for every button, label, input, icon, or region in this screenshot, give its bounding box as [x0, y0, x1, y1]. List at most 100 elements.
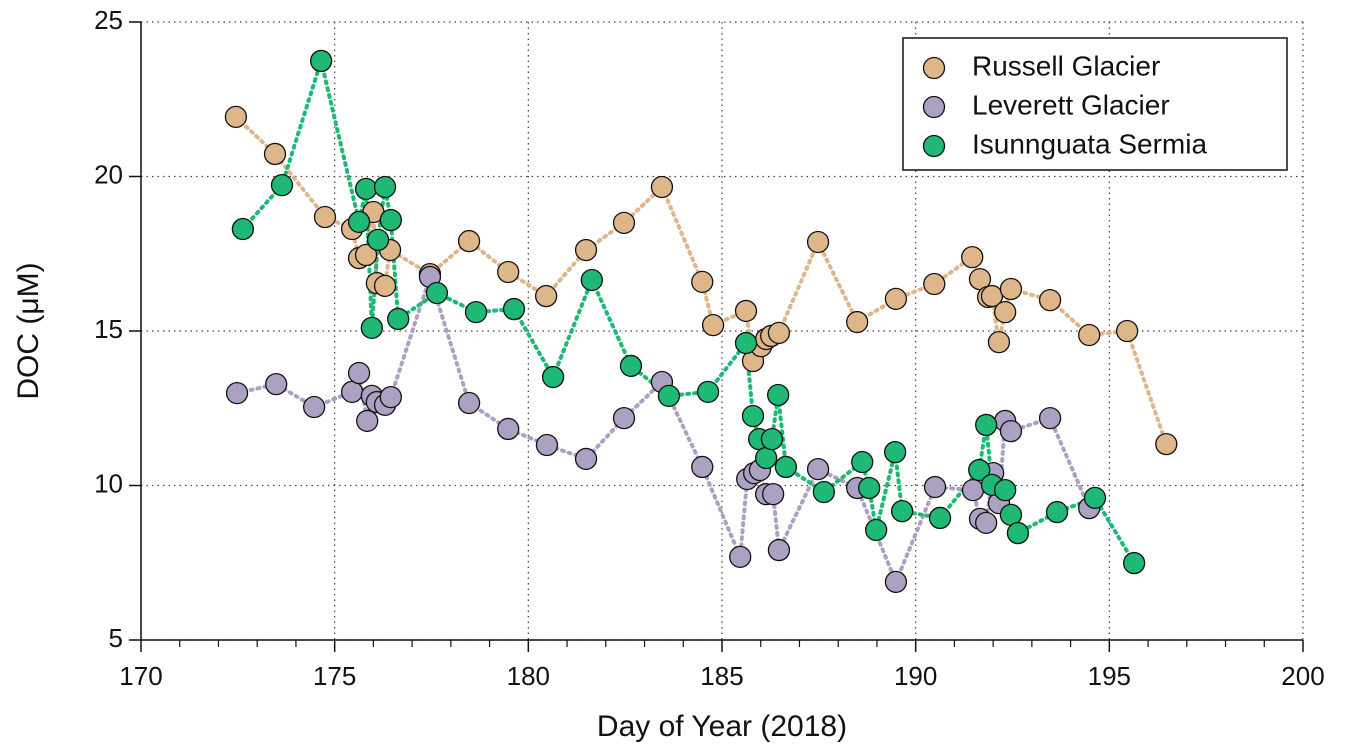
- data-point: [574, 447, 598, 471]
- data-point: [302, 395, 326, 419]
- x-tick-label: 170: [119, 661, 162, 691]
- data-point: [231, 217, 255, 241]
- x-tick-label: 180: [507, 661, 550, 691]
- data-point: [883, 440, 907, 464]
- data-point: [760, 427, 784, 451]
- data-point: [1045, 500, 1069, 524]
- data-point: [354, 243, 378, 267]
- data-point: [379, 208, 402, 232]
- data-point: [851, 450, 874, 474]
- y-axis-label: DOC (μM): [12, 262, 45, 399]
- data-point: [774, 455, 798, 479]
- data-point: [360, 316, 384, 340]
- data-point: [497, 417, 520, 441]
- data-point: [999, 277, 1023, 301]
- data-point: [373, 274, 397, 298]
- data-point: [968, 458, 991, 482]
- data-point: [767, 321, 791, 345]
- data-point: [1006, 521, 1030, 545]
- x-tick-label: 185: [700, 661, 743, 691]
- y-tick-label: 10: [94, 468, 123, 498]
- data-point: [612, 211, 636, 235]
- data-point: [373, 175, 397, 199]
- data-point: [741, 404, 765, 428]
- data-point: [729, 545, 752, 569]
- data-point: [225, 381, 249, 405]
- data-point: [884, 570, 908, 594]
- data-point: [497, 260, 520, 284]
- data-point: [691, 270, 714, 294]
- data-point: [890, 499, 914, 523]
- data-point: [619, 354, 643, 378]
- data-point: [265, 372, 288, 396]
- data-point: [734, 331, 758, 355]
- data-point: [928, 506, 952, 530]
- data-point: [865, 518, 888, 542]
- data-point: [696, 380, 720, 404]
- data-point: [761, 483, 785, 506]
- data-point: [1038, 406, 1062, 430]
- data-point: [923, 272, 946, 296]
- data-point: [1116, 319, 1139, 343]
- legend-marker: [922, 95, 946, 119]
- data-point: [961, 478, 985, 502]
- data-point: [1122, 551, 1146, 575]
- data-point: [858, 476, 881, 500]
- data-point: [457, 229, 481, 253]
- legend-marker: [922, 134, 946, 158]
- data-point: [691, 455, 714, 479]
- data-point: [535, 433, 559, 457]
- x-tick-label: 190: [894, 661, 937, 691]
- x-tick-label: 175: [313, 661, 356, 691]
- data-point: [755, 446, 778, 470]
- data-point: [1078, 323, 1101, 347]
- data-point: [425, 281, 449, 305]
- data-point: [812, 480, 836, 504]
- data-point: [961, 245, 984, 269]
- y-tick-label: 25: [94, 5, 123, 35]
- data-point: [502, 297, 526, 321]
- data-point: [884, 287, 908, 311]
- legend-label: Isunnguata Sermia: [972, 128, 1207, 159]
- x-tick-label: 195: [1088, 661, 1131, 691]
- data-point: [975, 413, 998, 437]
- data-point: [379, 385, 402, 409]
- data-point: [270, 174, 294, 197]
- data-point: [806, 230, 830, 254]
- data-point: [464, 301, 488, 324]
- y-tick-label: 20: [94, 159, 123, 189]
- data-point: [846, 310, 869, 334]
- y-tick-label: 15: [94, 314, 123, 344]
- data-point: [354, 177, 378, 201]
- y-tick-label: 5: [109, 623, 123, 653]
- data-point: [701, 313, 725, 337]
- data-point: [975, 511, 998, 535]
- data-point: [806, 457, 830, 481]
- data-point: [987, 330, 1011, 354]
- data-point: [340, 380, 364, 404]
- data-point: [535, 284, 558, 308]
- data-point: [580, 268, 604, 292]
- data-point: [387, 307, 410, 331]
- data-point: [993, 301, 1017, 324]
- data-point: [767, 538, 791, 562]
- data-point: [366, 228, 390, 251]
- data-point: [457, 391, 481, 415]
- x-tick-label: 200: [1281, 661, 1324, 691]
- data-point: [657, 384, 681, 408]
- legend-box: [902, 37, 1288, 171]
- data-point: [999, 419, 1023, 443]
- data-point: [574, 238, 598, 262]
- legend-marker: [922, 56, 946, 80]
- data-point: [541, 365, 565, 389]
- data-point: [309, 49, 333, 73]
- data-point: [263, 142, 287, 166]
- data-point: [612, 406, 636, 430]
- data-point: [923, 475, 947, 499]
- data-point: [993, 478, 1017, 502]
- data-point: [1155, 432, 1178, 456]
- data-point: [1038, 288, 1062, 312]
- data-point: [313, 205, 337, 229]
- data-point: [347, 361, 371, 385]
